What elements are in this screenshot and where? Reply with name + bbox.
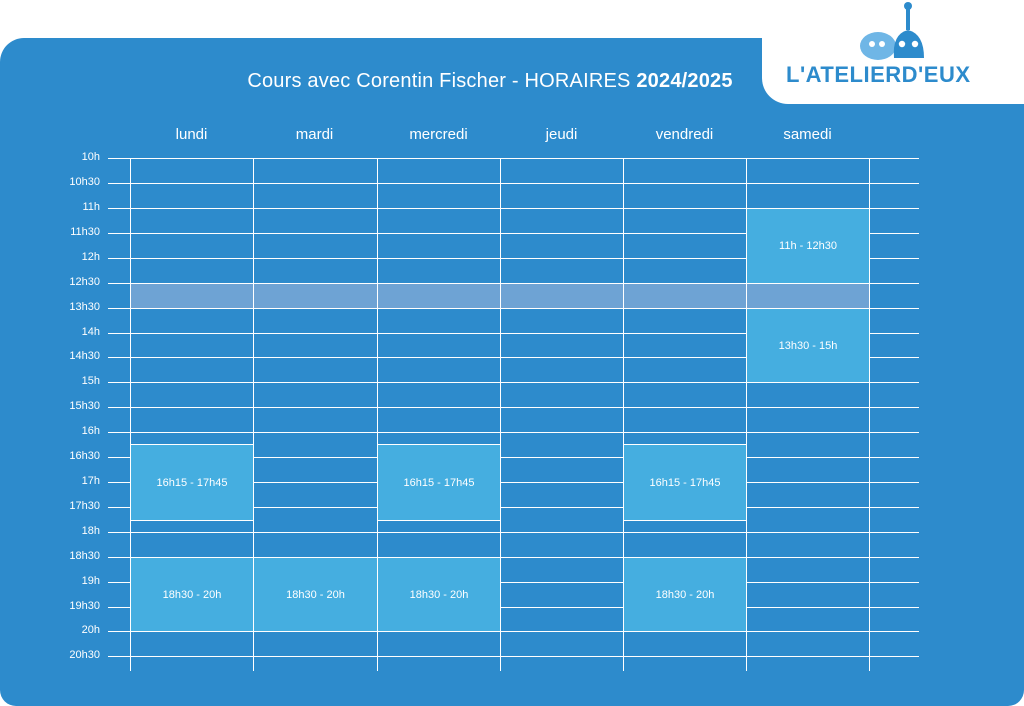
day-header-vendredi: vendredi <box>655 126 714 143</box>
time-row-line <box>108 183 919 184</box>
course-slot: 18h30 - 20h <box>623 557 747 632</box>
time-label: 11h30 <box>70 226 100 238</box>
course-slot: 13h30 - 15h <box>746 308 870 383</box>
time-label: 20h <box>81 624 100 636</box>
time-label: 14h30 <box>69 350 100 362</box>
day-column-line <box>623 158 624 671</box>
time-label: 16h <box>81 425 100 437</box>
time-label: 12h <box>81 251 100 263</box>
time-row-line <box>108 457 919 458</box>
time-row-line <box>108 158 919 159</box>
time-row-line <box>108 258 919 259</box>
time-row-line <box>108 382 919 383</box>
time-row-line <box>108 582 919 583</box>
time-label: 20h30 <box>69 649 100 661</box>
day-column-line <box>130 158 131 671</box>
time-label: 18h30 <box>69 550 100 562</box>
time-label: 18h <box>81 525 100 537</box>
time-row-line <box>108 631 919 632</box>
day-header-mercredi: mercredi <box>409 126 468 143</box>
day-column-line <box>500 158 501 671</box>
time-label: 17h30 <box>69 500 100 512</box>
time-row-line <box>108 357 919 358</box>
time-label: 14h <box>81 326 100 338</box>
time-label: 16h30 <box>69 450 100 462</box>
course-slot: 16h15 - 17h45 <box>623 444 747 521</box>
time-row-line <box>108 208 919 209</box>
time-label: 10h30 <box>69 176 100 188</box>
brand-logo-text: L'ATELIERD'EUX <box>786 62 971 87</box>
day-header-samedi: samedi <box>783 126 832 143</box>
time-row-line <box>108 532 919 533</box>
time-row-line <box>108 607 919 608</box>
title-text: Cours avec Corentin Fischer - HORAIRES <box>247 70 637 92</box>
day-header-jeudi: jeudi <box>545 126 578 143</box>
page-title: Cours avec Corentin Fischer - HORAIRES 2… <box>0 70 980 93</box>
time-label: 19h <box>81 575 100 587</box>
time-label: 15h30 <box>69 400 100 412</box>
course-slot: 18h30 - 20h <box>377 557 501 632</box>
course-slot: 16h15 - 17h45 <box>377 444 501 521</box>
day-column-line <box>253 158 254 671</box>
time-row-line <box>108 507 919 508</box>
time-row-line <box>108 482 919 483</box>
time-row-line <box>108 557 919 558</box>
logo-notch-corner <box>740 38 762 60</box>
time-row-line <box>108 656 919 657</box>
course-slot: 11h - 12h30 <box>746 208 870 284</box>
time-label: 11h <box>82 201 100 213</box>
time-row-line <box>108 333 919 334</box>
time-label: 13h30 <box>69 301 100 313</box>
day-header-lundi: lundi <box>175 126 208 143</box>
day-column-line <box>746 158 747 671</box>
course-slot: 18h30 - 20h <box>130 557 254 632</box>
time-row-line <box>108 308 919 309</box>
time-row-line <box>108 407 919 408</box>
time-label: 17h <box>81 475 100 487</box>
time-label: 19h30 <box>69 600 100 612</box>
course-slot: 16h15 - 17h45 <box>130 444 254 521</box>
time-row-line <box>108 233 919 234</box>
time-row-line <box>108 283 919 284</box>
day-column-line <box>377 158 378 671</box>
time-label: 15h <box>81 375 100 387</box>
time-label: 12h30 <box>69 276 100 288</box>
course-slot: 18h30 - 20h <box>253 557 378 632</box>
title-year: 2024/2025 <box>636 70 733 92</box>
day-header-mardi: mardi <box>295 126 334 143</box>
time-label: 10h <box>81 151 100 163</box>
logo-mascot-icon <box>860 2 924 60</box>
day-column-line <box>869 158 870 671</box>
time-row-line <box>108 432 919 433</box>
